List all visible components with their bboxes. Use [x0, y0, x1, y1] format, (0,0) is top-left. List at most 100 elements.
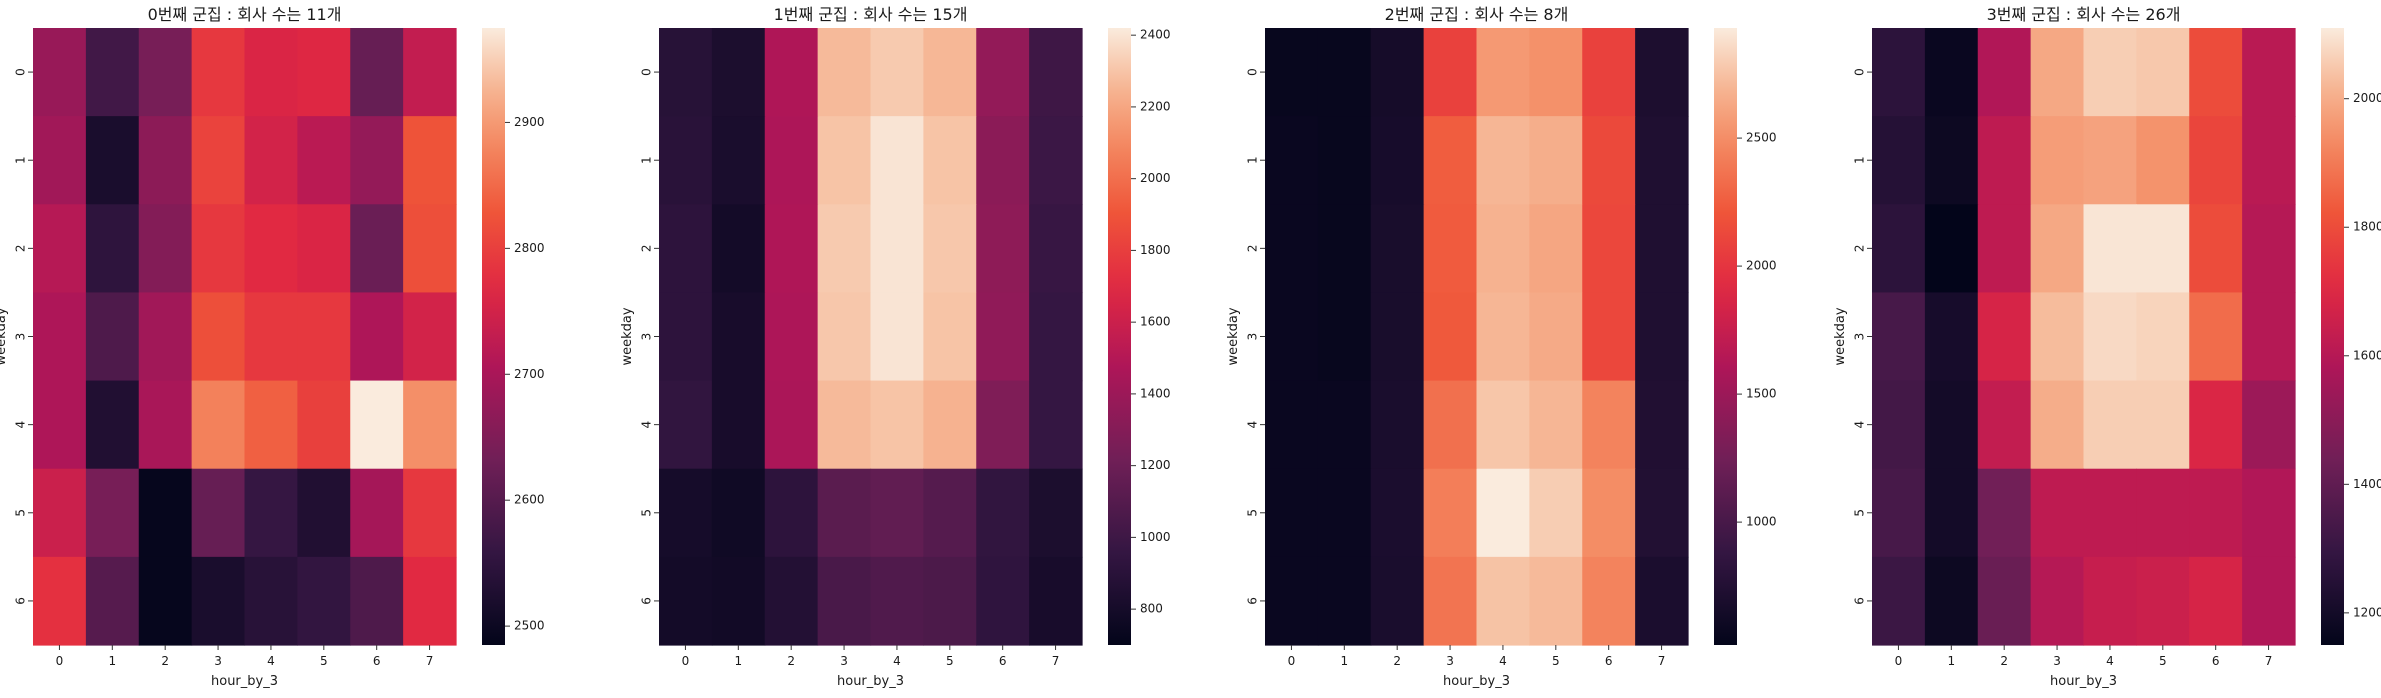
heatmap-cell [1529, 468, 1583, 558]
heatmap-cell [2189, 204, 2243, 294]
colorbar-tick-label: 2900 [514, 115, 545, 129]
heatmap-cell [1977, 204, 2032, 294]
heatmap-cell [191, 468, 246, 558]
heatmap-cell [2136, 28, 2190, 117]
heatmap-cell [976, 468, 1030, 558]
heatmap-cell [2242, 28, 2296, 117]
x-tick-label: 4 [2106, 654, 2114, 668]
colorbar-tick-label: 1200 [1140, 458, 1171, 472]
heatmap-cell [350, 292, 404, 382]
heatmap-cell [1265, 116, 1319, 205]
heatmap-panel-1: 1번째 군집 : 회사 수는 15개 0 1 2 3 4 5 6 7 hour_by_3 0 1 2 3 4… [620, 5, 1171, 689]
x-tick-label: 1 [1340, 654, 1348, 668]
heatmap-cell [1476, 28, 1530, 117]
x-tick-label: 3 [1446, 654, 1454, 668]
heatmap-cell [1977, 292, 2032, 382]
heatmap-cell [817, 380, 872, 470]
heatmap-cell [297, 380, 351, 470]
heatmap-cell [2242, 116, 2296, 205]
x-tick-label: 0 [56, 654, 64, 668]
heatmap-cell [191, 28, 246, 117]
y-tick-label: 4 [1853, 421, 1867, 429]
heatmap-cell [85, 28, 140, 117]
y-tick-label: 5 [1246, 509, 1260, 517]
heatmap-cell [403, 204, 457, 294]
heatmap-cell [2189, 116, 2243, 205]
heatmap-cell [817, 292, 872, 382]
heatmap-cell [1029, 28, 1083, 117]
heatmap-cell [244, 116, 298, 205]
y-tick-label: 3 [14, 333, 28, 341]
heatmap-cell [870, 204, 924, 294]
x-tick-label: 5 [320, 654, 328, 668]
heatmap-cell [33, 28, 87, 117]
heatmap-cell [85, 204, 140, 294]
y-tick-label: 4 [1246, 421, 1260, 429]
y-tick-label: 2 [1246, 245, 1260, 253]
heatmap-cell [764, 292, 819, 382]
y-tick-label: 3 [640, 333, 654, 341]
heatmap-cell [403, 468, 457, 558]
heatmap-cell [764, 28, 819, 117]
y-tick-label: 2 [14, 245, 28, 253]
colorbar-tick-label: 2200 [1140, 99, 1171, 113]
y-tick-label: 6 [1246, 597, 1260, 605]
heatmap-cell [1635, 28, 1689, 117]
heatmap-cell [1265, 204, 1319, 294]
heatmap-cell [1265, 380, 1319, 470]
heatmap-cell [33, 468, 87, 558]
x-tick-label: 3 [2053, 654, 2061, 668]
heatmap-cell [1423, 380, 1478, 470]
x-tick-label: 0 [682, 654, 690, 668]
heatmap-cell [923, 380, 977, 470]
heatmap-cell [1029, 380, 1083, 470]
heatmap-cell [350, 380, 404, 470]
heatmap-cell [976, 556, 1030, 646]
heatmap-cell [1370, 380, 1425, 470]
heatmap-cell [2242, 468, 2296, 558]
y-tick-label: 6 [1853, 597, 1867, 605]
heatmap-cell [85, 116, 140, 205]
heatmap-cell [2136, 468, 2190, 558]
y-tick-label: 5 [640, 509, 654, 517]
heatmap-cell [2083, 116, 2137, 205]
heatmap-cell [870, 468, 924, 558]
heatmap-cell [297, 556, 351, 646]
x-tick-label: 2 [2000, 654, 2008, 668]
heatmap-cell [923, 28, 977, 117]
colorbar-tick-label: 2700 [514, 367, 545, 381]
heatmap-cell [1423, 28, 1478, 117]
heatmap-cell [244, 468, 298, 558]
heatmap-cell [1423, 468, 1478, 558]
heatmap-cell [711, 468, 766, 558]
colorbar [1108, 28, 1131, 645]
heatmap-cell [138, 380, 193, 470]
heatmap-cell [2030, 28, 2085, 117]
heatmap-cell [1265, 556, 1319, 646]
heatmap-cell [659, 28, 713, 117]
heatmap-cell [244, 556, 298, 646]
heatmap-cell [1635, 556, 1689, 646]
colorbar-tick-label: 2500 [1746, 131, 1777, 145]
heatmap-cell [1582, 468, 1636, 558]
heatmap-cell [1872, 468, 1926, 558]
heatmap-cell [711, 556, 766, 646]
heatmap-cell [1317, 380, 1372, 470]
heatmap-cell [403, 28, 457, 117]
y-tick-label: 3 [1853, 333, 1867, 341]
heatmap-cell [711, 204, 766, 294]
heatmap-cell [350, 116, 404, 205]
x-axis-label: hour_by_3 [837, 674, 904, 689]
heatmap-cell [1370, 292, 1425, 382]
y-tick-label: 4 [14, 421, 28, 429]
heatmap-cell [1872, 204, 1926, 294]
heatmap-cell [2136, 116, 2190, 205]
heatmap-cell [1529, 380, 1583, 470]
heatmap-cell [1423, 116, 1478, 205]
heatmap-cell [870, 116, 924, 205]
heatmap-cell [1317, 116, 1372, 205]
heatmap-cell [1582, 556, 1636, 646]
y-tick-label: 3 [1246, 333, 1260, 341]
heatmap-cell [2083, 380, 2137, 470]
heatmap-cell [1029, 468, 1083, 558]
